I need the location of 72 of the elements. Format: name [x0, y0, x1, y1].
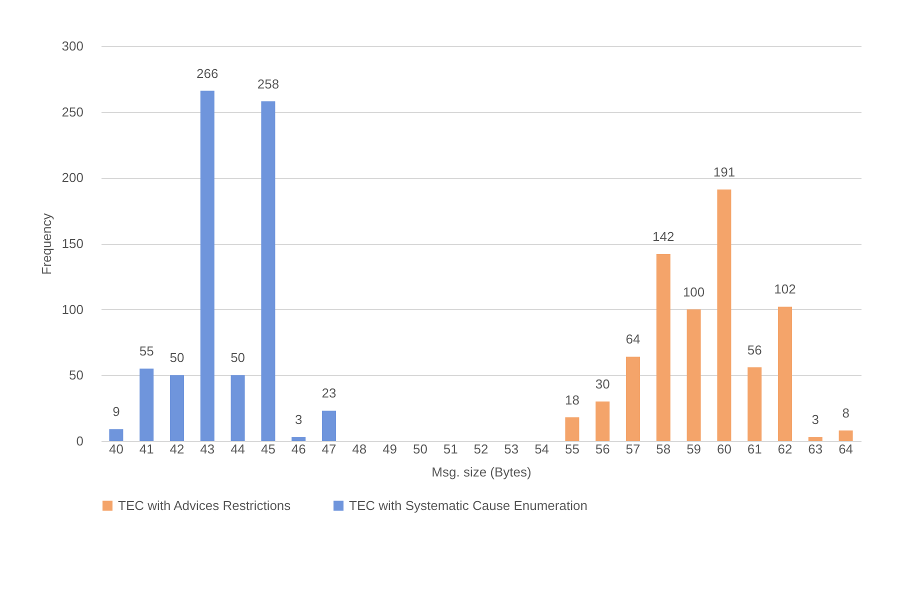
bar	[292, 437, 306, 441]
data-label: 18	[564, 392, 580, 408]
bar	[565, 417, 580, 441]
y-tick-label: 100	[62, 302, 84, 317]
x-tick-label: 49	[382, 442, 398, 456]
data-label: 64	[626, 332, 640, 347]
x-tick-label: 57	[626, 442, 640, 456]
x-tick-label: 47	[322, 442, 336, 456]
data-label: 55	[139, 344, 154, 359]
bar	[596, 402, 610, 441]
x-tick-label: 54	[534, 442, 550, 456]
data-label: 142	[652, 229, 674, 244]
bar	[686, 309, 701, 441]
x-tick-label: 41	[139, 442, 154, 456]
bar	[717, 190, 732, 441]
bar	[109, 429, 124, 441]
x-tick-label: 60	[716, 442, 732, 456]
y-axis-title: Frequency	[38, 212, 54, 275]
y-tick-label: 0	[76, 434, 84, 448]
bar	[778, 306, 792, 441]
x-tick-label: 58	[656, 442, 671, 456]
y-tick-label: 250	[62, 104, 84, 120]
data-label: 30	[595, 376, 610, 392]
x-tick-label: 46	[291, 442, 306, 456]
data-label: 50	[230, 350, 246, 366]
y-tick-label: 150	[62, 236, 84, 251]
data-label: 3	[812, 412, 820, 428]
bar	[170, 375, 184, 441]
x-tick-label: 62	[778, 442, 792, 456]
data-label: 23	[322, 386, 336, 401]
data-label: 191	[713, 164, 736, 180]
y-tick-label: 300	[62, 38, 84, 54]
x-tick-label: 52	[474, 442, 488, 456]
bar	[140, 368, 154, 441]
data-label: 8	[842, 405, 850, 420]
x-tick-label: 40	[108, 442, 124, 456]
bar	[200, 90, 214, 441]
x-tick-label: 64	[838, 442, 854, 456]
x-axis-title: Msg. size (Bytes)	[432, 464, 532, 480]
x-tick-label: 56	[595, 442, 610, 456]
legend-label: TEC with Advices Restrictions	[118, 498, 292, 513]
x-tick-label: 44	[230, 442, 246, 456]
data-label: 100	[682, 284, 705, 300]
bar	[808, 437, 822, 441]
data-label: 3	[294, 412, 302, 428]
x-tick-label: 59	[686, 442, 702, 456]
bar	[748, 367, 762, 441]
bar	[656, 254, 670, 441]
data-label: 56	[747, 342, 762, 358]
bar	[322, 410, 336, 441]
x-tick-label: 63	[808, 442, 823, 456]
x-tick-label: 42	[170, 442, 184, 456]
y-tick-label: 200	[62, 170, 84, 186]
data-label: 258	[257, 76, 280, 92]
bar	[230, 375, 245, 441]
x-tick-label: 48	[352, 442, 367, 456]
x-tick-label: 61	[747, 442, 762, 456]
data-label: 102	[774, 282, 796, 297]
x-tick-label: 50	[412, 442, 428, 456]
x-tick-label: 51	[443, 442, 458, 456]
x-tick-label: 53	[504, 442, 519, 456]
data-label: 50	[170, 350, 184, 366]
data-label: 266	[196, 66, 218, 81]
y-tick-label: 50	[69, 368, 84, 383]
x-tick-label: 55	[564, 442, 580, 456]
bar	[261, 101, 276, 441]
data-label: 9	[112, 404, 120, 420]
x-tick-label: 43	[200, 442, 215, 456]
legend-label: TEC with Systematic Cause Enumeration	[349, 498, 588, 513]
bar	[626, 356, 640, 441]
bar	[838, 430, 853, 441]
x-tick-label: 45	[260, 442, 276, 456]
